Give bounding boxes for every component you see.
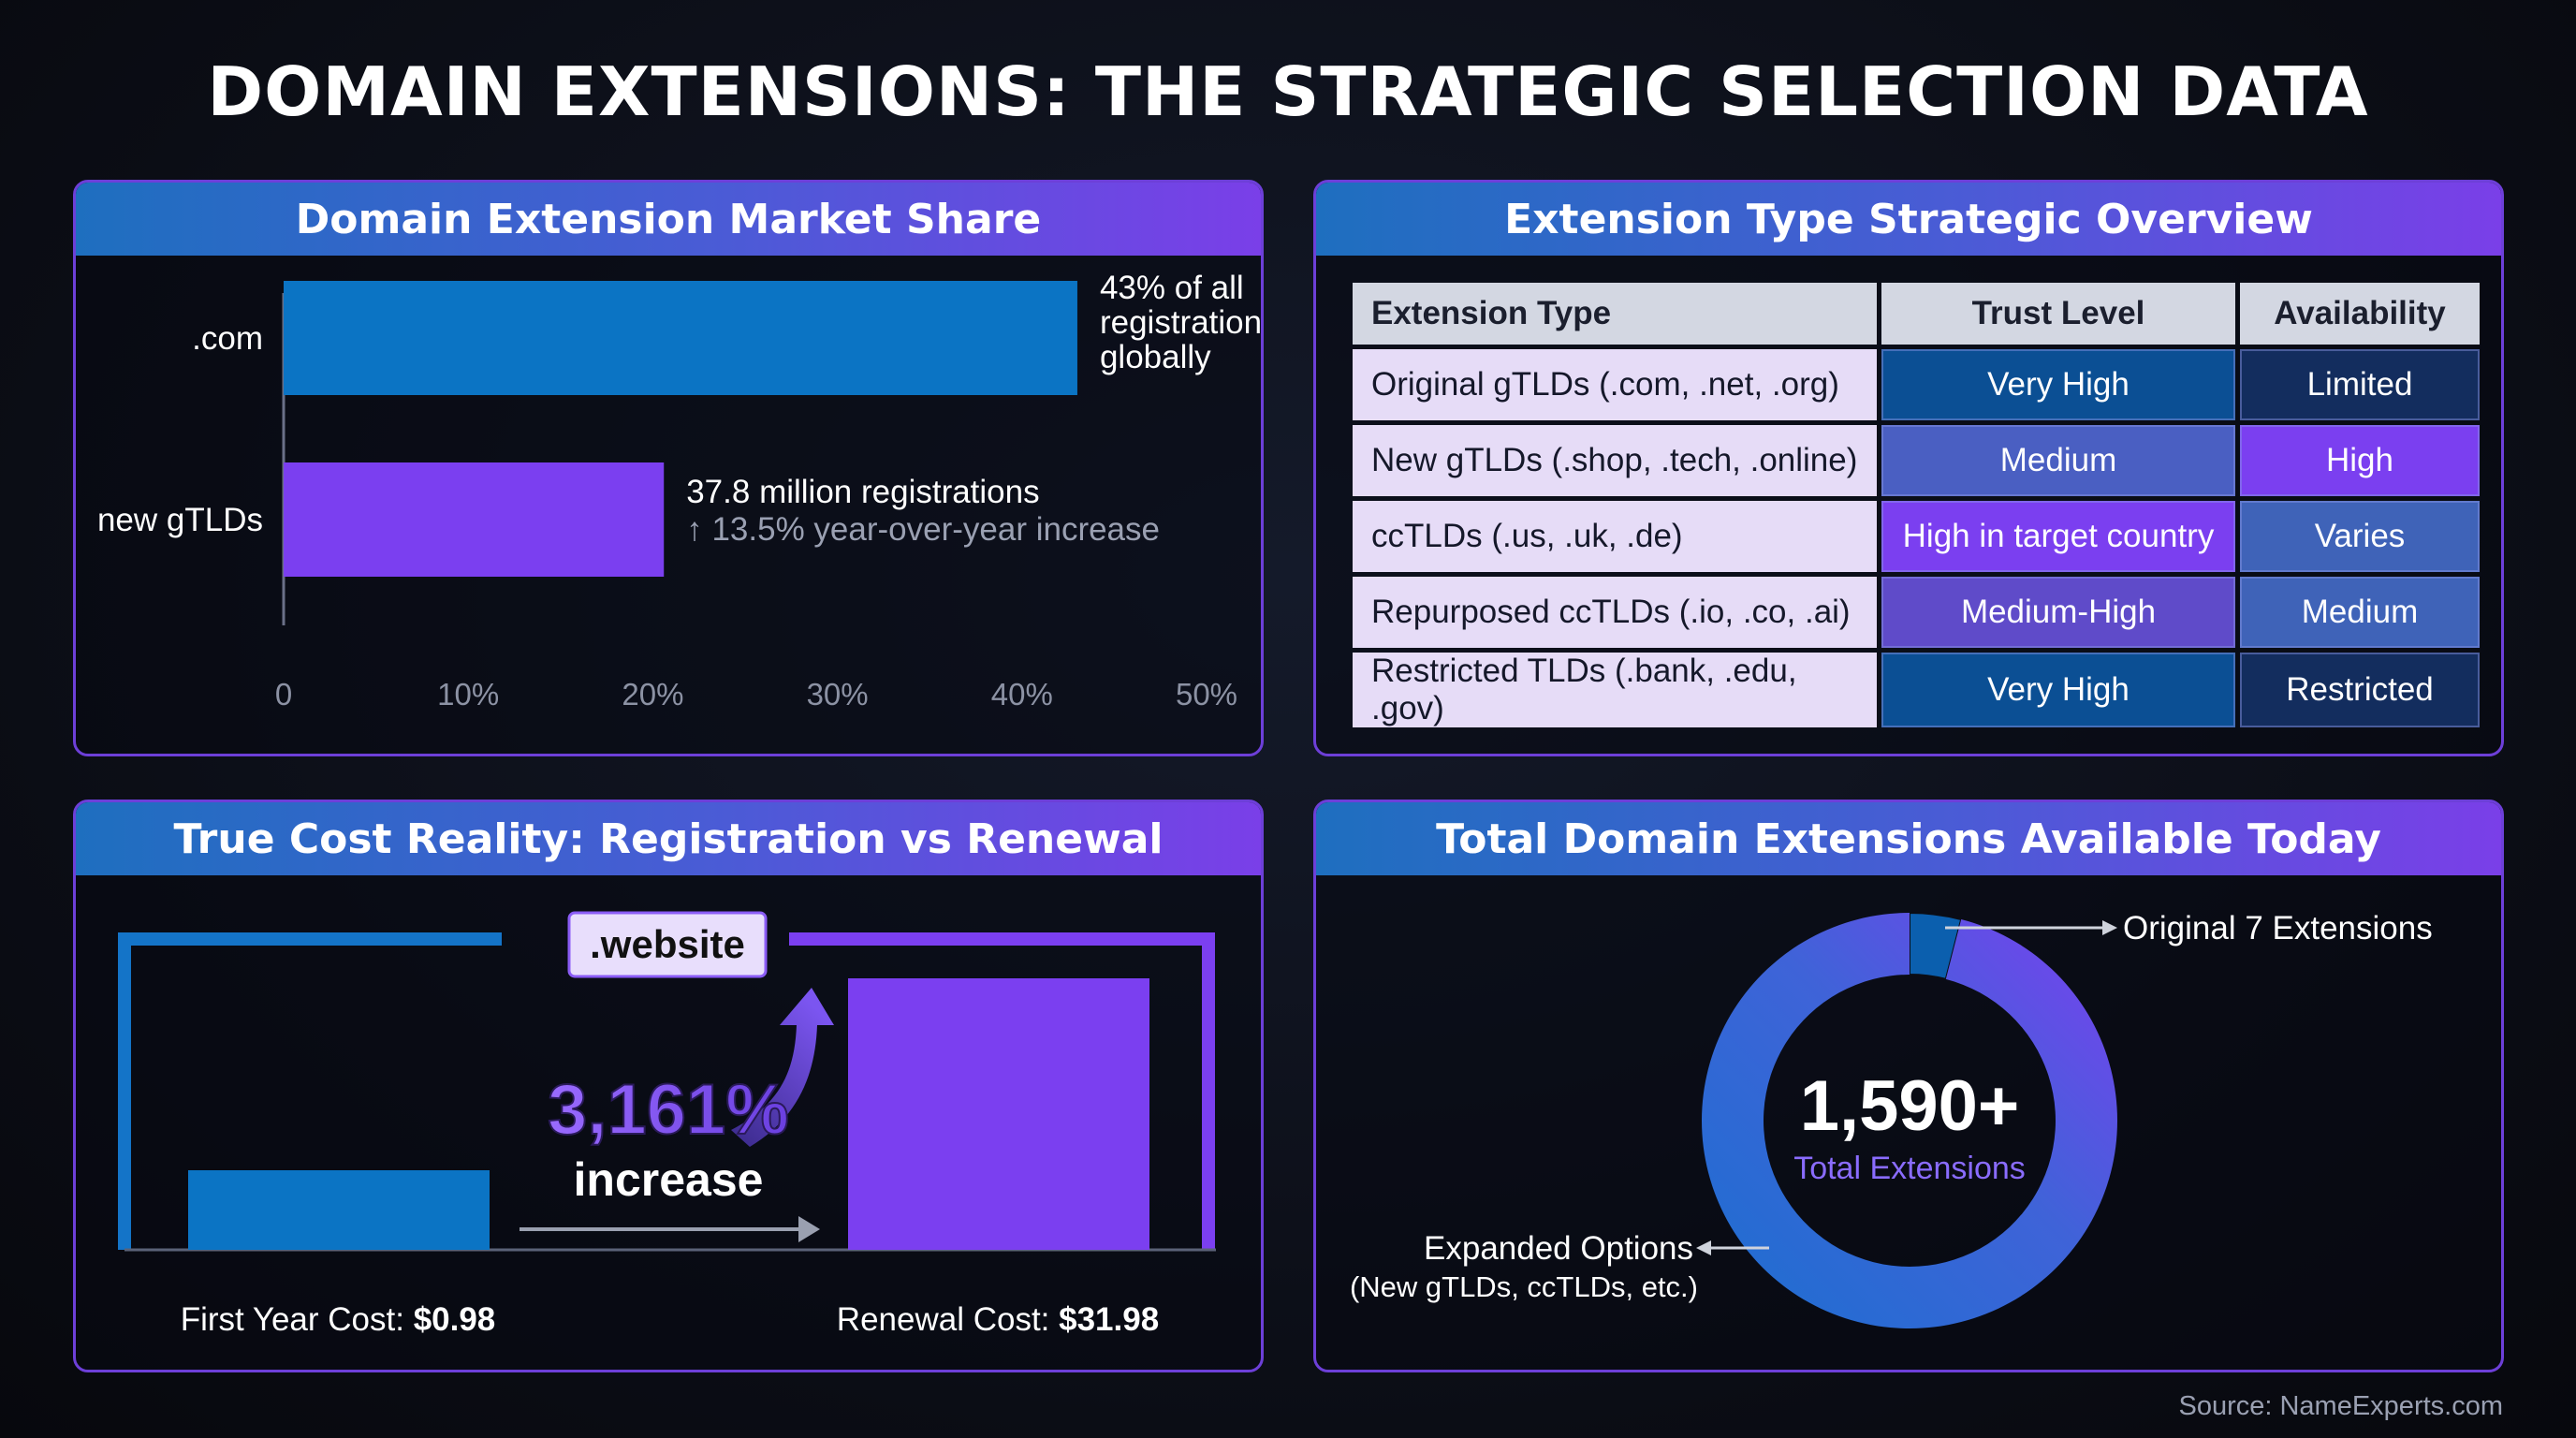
cell-extension-type: Original gTLDs (.com, .net, .org)	[1353, 349, 1877, 420]
source-credit: Source: NameExperts.com	[2178, 1391, 2503, 1421]
table-row: ccTLDs (.us, .uk, .de) High in target cou…	[1353, 501, 2480, 572]
category-label-1: new gTLDs	[97, 502, 263, 538]
bar-renewal	[848, 978, 1149, 1250]
annotation-com-line-1: registrations	[1100, 304, 1261, 341]
website-tag-box	[567, 911, 768, 978]
column-header-type: Extension Type	[1353, 283, 1877, 345]
bar-0	[284, 281, 1077, 395]
frame-left	[118, 932, 502, 1250]
growth-arrow	[731, 988, 834, 1147]
annotation-com-line-2: globally	[1100, 339, 1211, 375]
increase-percent: 3,161%	[548, 1070, 789, 1150]
cell-extension-type: Repurposed ccTLDs (.io, .co, .ai)	[1353, 577, 1877, 648]
donut-slice-1	[1702, 913, 2117, 1328]
column-header-availability: Availability	[2240, 283, 2480, 345]
total-center-label: Total Extensions	[1793, 1151, 2026, 1186]
cell-trust-level: Medium-High	[1881, 577, 2235, 648]
category-label-0: .com	[192, 320, 263, 357]
cell-trust-level: High in target country	[1881, 501, 2235, 572]
callout-arrow-expanded	[1696, 1240, 1711, 1255]
cell-availability: Medium	[2240, 577, 2480, 648]
x-tick-0: 0	[275, 677, 292, 712]
cost-panel: True Cost Reality: Registration vs Renew…	[73, 800, 1264, 1372]
overview-header: Extension Type Strategic Overview	[1316, 183, 2501, 256]
cell-trust-level: Medium	[1881, 425, 2235, 496]
frame-right	[789, 932, 1215, 1250]
cell-trust-level: Very High	[1881, 349, 2235, 420]
table-header-row: Extension Type Trust Level Availability	[1353, 283, 2480, 345]
first-year-cost-label: First Year Cost: $0.98	[181, 1301, 496, 1338]
overview-panel: Extension Type Strategic Overview Extens…	[1313, 180, 2504, 756]
callout-arrow-original	[2102, 920, 2117, 935]
total-header: Total Domain Extensions Available Today	[1316, 802, 2501, 875]
label-expanded-sub: (New gTLDs, ccTLDs, etc.)	[1350, 1270, 1698, 1303]
table-row: Original gTLDs (.com, .net, .org) Very Hi…	[1353, 349, 2480, 420]
table-row: Restricted TLDs (.bank, .edu, .gov) Very …	[1353, 653, 2480, 727]
total-donut-chart: 1,590+ Total Extensions Original 7 Exten…	[1350, 910, 2433, 1328]
overview-table: Extension Type Trust Level Availability …	[1348, 278, 2484, 732]
table-row: Repurposed ccTLDs (.io, .co, .ai) Medium-…	[1353, 577, 2480, 648]
column-header-trust: Trust Level	[1881, 283, 2235, 345]
flow-arrow-head	[798, 1216, 820, 1242]
x-tick-2: 20%	[622, 677, 683, 712]
annotation-com-line-0: 43% of all	[1100, 270, 1244, 306]
cell-trust-level: Very High	[1881, 653, 2235, 727]
increase-word: increase	[574, 1153, 764, 1206]
market-share-header: Domain Extension Market Share	[76, 183, 1261, 256]
x-tick-4: 40%	[991, 677, 1053, 712]
label-expanded-options: Expanded Options	[1424, 1230, 1693, 1267]
x-tick-5: 50%	[1176, 677, 1237, 712]
market-share-panel: Domain Extension Market Share .com new gT…	[73, 180, 1264, 756]
bar-1	[284, 462, 665, 577]
cell-extension-type: Restricted TLDs (.bank, .edu, .gov)	[1353, 653, 1877, 727]
x-tick-3: 30%	[807, 677, 869, 712]
page-title: DOMAIN EXTENSIONS: THE STRATEGIC SELECTI…	[207, 52, 2369, 131]
cell-availability: Varies	[2240, 501, 2480, 572]
total-panel: Total Domain Extensions Available Today …	[1313, 800, 2504, 1372]
market-share-chart: .com new gTLDs 0 10% 20% 30% 40% 50% 43% of allr…	[97, 270, 1261, 712]
annotation-new-line-1: ↑ 13.5% year-over-year increase	[686, 511, 1160, 548]
cell-availability: Limited	[2240, 349, 2480, 420]
annotation-new-line-0: 37.8 million registrations	[686, 474, 1039, 510]
label-original-extensions: Original 7 Extensions	[2123, 910, 2433, 946]
bar-first-year	[188, 1170, 490, 1250]
x-tick-1: 10%	[437, 677, 499, 712]
table-row: New gTLDs (.shop, .tech, .online) Medium H…	[1353, 425, 2480, 496]
cost-header: True Cost Reality: Registration vs Renew…	[76, 802, 1261, 875]
cell-extension-type: ccTLDs (.us, .uk, .de)	[1353, 501, 1877, 572]
cell-extension-type: New gTLDs (.shop, .tech, .online)	[1353, 425, 1877, 496]
cell-availability: Restricted	[2240, 653, 2480, 727]
total-center-value: 1,590+	[1800, 1066, 2020, 1146]
cell-availability: High	[2240, 425, 2480, 496]
website-tag: .website	[590, 922, 745, 966]
renewal-cost-label: Renewal Cost: $31.98	[837, 1301, 1159, 1338]
cost-chart: .website 3,161% increase First Year Cost…	[118, 911, 1216, 1338]
